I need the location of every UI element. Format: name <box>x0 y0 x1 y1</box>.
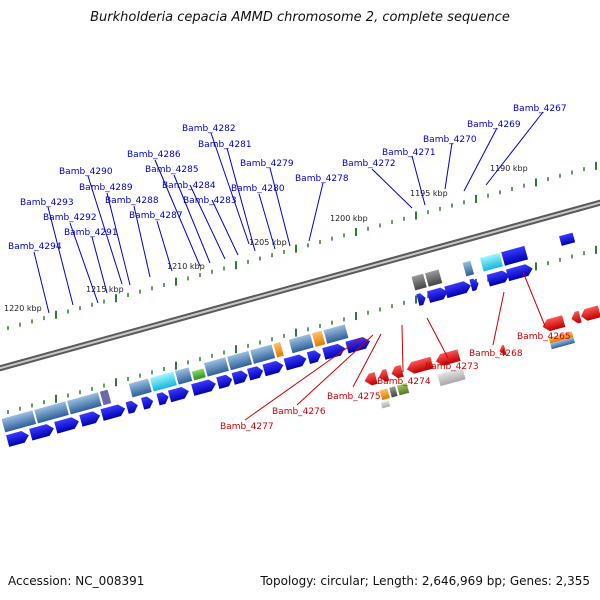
gene-label: Bamb_4288 <box>105 196 159 206</box>
genome-summary: Topology: circular; Length: 2,646,969 bp… <box>260 574 590 588</box>
forward-gene-labels: Bamb_4267 Bamb_4269 Bamb_4270 Bamb_4271 … <box>8 104 567 314</box>
gene-label: Bamb_4294 <box>8 242 62 252</box>
gene-label: Bamb_4280 <box>231 184 285 194</box>
reverse-gene-labels: Bamb_4265 Bamb_4268 Bamb_4273 Bamb_4274 … <box>220 271 571 432</box>
scale-label: 1190 kbp <box>490 164 528 173</box>
tick-marks <box>7 161 597 415</box>
gene-label: Bamb_4281 <box>198 140 252 150</box>
forward-feature-bars <box>1 324 349 433</box>
gene-label: Bamb_4268 <box>469 349 523 359</box>
gene-label: Bamb_4270 <box>423 135 477 145</box>
scale-label: 1195 kbp <box>410 189 448 198</box>
gene-label: Bamb_4272 <box>342 159 396 169</box>
forward-gene-arrows <box>6 337 371 447</box>
scale-labels: 1190 kbp 1195 kbp 1200 kbp 1205 kbp 1210… <box>4 164 528 313</box>
gene-label: Bamb_4273 <box>425 362 479 372</box>
scale-label: 1215 kbp <box>86 285 124 294</box>
gene-label: Bamb_4271 <box>382 148 436 158</box>
gene-label: Bamb_4293 <box>20 198 74 208</box>
gene-label: Bamb_4291 <box>64 228 118 238</box>
scale-label: 1200 kbp <box>330 214 368 223</box>
scale-label: 1220 kbp <box>4 304 42 313</box>
map-title: Burkholderia cepacia AMMD chromosome 2, … <box>90 10 510 25</box>
gene-label: Bamb_4289 <box>79 183 133 193</box>
gene-label: Bamb_4282 <box>182 124 236 134</box>
gene-label: Bamb_4279 <box>240 159 294 169</box>
accession-label: Accession: NC_008391 <box>8 574 145 588</box>
scale-label: 1205 kbp <box>249 238 287 247</box>
gene-label: Bamb_4278 <box>295 174 349 184</box>
gene-label: Bamb_4283 <box>183 196 237 206</box>
gene-label: Bamb_4287 <box>129 211 183 221</box>
scale-label: 1210 kbp <box>167 262 205 271</box>
gene-label: Bamb_4275 <box>327 392 381 402</box>
forward-upper-cluster <box>411 232 576 306</box>
gene-label: Bamb_4276 <box>272 407 326 417</box>
gene-label: Bamb_4267 <box>513 104 567 114</box>
gene-label: Bamb_4284 <box>162 181 216 191</box>
gene-label: Bamb_4286 <box>127 150 181 160</box>
gene-label: Bamb_4285 <box>145 165 199 175</box>
gene-label: Bamb_4277 <box>220 422 274 432</box>
backbone <box>0 199 600 372</box>
gene-label: Bamb_4290 <box>59 167 113 177</box>
gene-label: Bamb_4269 <box>467 120 521 130</box>
gene-label: Bamb_4265 <box>517 332 571 342</box>
gene-label: Bamb_4274 <box>377 377 431 387</box>
gene-label: Bamb_4292 <box>43 213 97 223</box>
